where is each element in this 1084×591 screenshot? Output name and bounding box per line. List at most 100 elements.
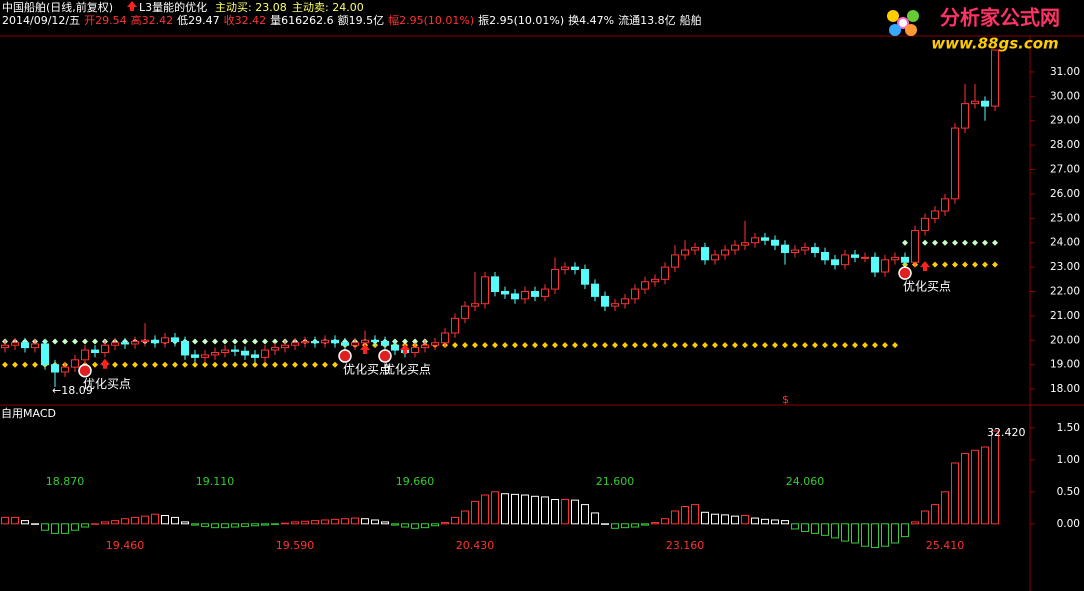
- level-dot: [722, 342, 728, 349]
- candle-body: [561, 266, 569, 271]
- macd-bar: [851, 523, 859, 544]
- candle-body: [361, 339, 369, 344]
- macd-bar: [241, 523, 249, 527]
- candle-body: [221, 349, 229, 354]
- level-dot: [942, 239, 948, 246]
- macd-bar: [821, 523, 829, 536]
- candle-body: [481, 276, 489, 305]
- price-note: 19.660: [396, 475, 435, 488]
- y-tick-label: 19.00: [1050, 359, 1080, 371]
- candle-body: [861, 256, 869, 259]
- header-text: L3量能的优化: [139, 0, 207, 14]
- level-dot: [862, 342, 868, 349]
- candle-body: [901, 256, 909, 263]
- level-dot: [222, 361, 228, 368]
- macd-bar: [21, 520, 29, 525]
- level-dot: [322, 361, 328, 368]
- candle-body: [681, 249, 689, 256]
- quote-label: 额: [338, 14, 349, 27]
- candle-body: [231, 349, 239, 352]
- level-dot: [542, 342, 548, 349]
- macd-bar: [661, 518, 669, 525]
- candle-body: [821, 251, 829, 261]
- candle-body: [301, 341, 309, 344]
- candle-body: [871, 256, 879, 273]
- macd-bar: [541, 496, 549, 525]
- level-dot: [162, 361, 168, 368]
- y-tick-label: 26.00: [1050, 188, 1080, 200]
- level-dot: [522, 342, 528, 349]
- macd-bar: [321, 519, 329, 525]
- signal-ball: [898, 266, 912, 280]
- macd-bar: [701, 511, 709, 525]
- level-dot: [652, 342, 658, 349]
- signal-label: 优化买点: [903, 280, 951, 294]
- level-dot: [822, 342, 828, 349]
- macd-bar: [691, 504, 699, 525]
- macd-bar: [291, 521, 299, 525]
- level-dot: [892, 342, 898, 349]
- y-tick-label: 1.00: [1057, 454, 1080, 466]
- candle-body: [431, 342, 439, 346]
- candle-body: [241, 350, 249, 356]
- level-dot: [772, 342, 778, 349]
- candle-body: [581, 269, 589, 285]
- annotation: ←18.09: [52, 384, 93, 397]
- level-dot: [312, 361, 318, 368]
- candle-body: [411, 347, 419, 354]
- macd-bar: [931, 504, 939, 525]
- level-dot: [262, 338, 268, 345]
- level-dot: [882, 342, 888, 349]
- level-dot: [62, 338, 68, 345]
- level-dot: [682, 342, 688, 349]
- macd-bar: [801, 523, 809, 532]
- price-note: 19.110: [196, 475, 235, 488]
- level-dot: [922, 239, 928, 246]
- candle-body: [641, 281, 649, 290]
- level-dot: [232, 338, 238, 345]
- level-dot: [702, 342, 708, 349]
- level-dot: [642, 342, 648, 349]
- level-dot: [132, 361, 138, 368]
- level-dot: [532, 342, 538, 349]
- up-arrow-icon: [127, 1, 137, 11]
- header-text: 主动买: 23.08: [215, 1, 287, 14]
- y-tick-label: 20.00: [1050, 334, 1080, 346]
- candle-body: [461, 305, 469, 319]
- level-dot: [762, 342, 768, 349]
- candle-body: [591, 283, 599, 297]
- level-dot: [32, 361, 38, 368]
- y-tick-label: 27.00: [1050, 164, 1080, 176]
- y-tick-label: 29.00: [1050, 115, 1080, 127]
- y-tick-label: 30.00: [1050, 90, 1080, 102]
- macd-bar: [361, 518, 369, 525]
- header-quote: 2014/09/12/五 开29.54 高32.42 低29.47 收32.42 量616…: [2, 13, 702, 27]
- level-dot: [562, 342, 568, 349]
- signal-label: 优化买点: [83, 377, 131, 391]
- level-dot: [402, 338, 408, 345]
- level-dot: [662, 342, 668, 349]
- level-dot: [222, 338, 228, 345]
- macd-bar: [191, 523, 199, 526]
- candle-body: [851, 254, 859, 258]
- level-dot: [812, 342, 818, 349]
- signal-arrow: [400, 344, 410, 355]
- macd-bar: [981, 446, 989, 525]
- candle-body: [51, 364, 59, 373]
- quote-value: 4.47%: [579, 14, 614, 27]
- macd-bar: [711, 513, 719, 525]
- level-dot: [972, 261, 978, 268]
- candle-body: [791, 249, 799, 253]
- y-tick-label: 22.00: [1050, 286, 1080, 298]
- y-tick-label: 24.00: [1050, 237, 1080, 249]
- price-note: 21.600: [596, 475, 635, 488]
- y-tick-label: 31.00: [1050, 66, 1080, 78]
- quote-label: 量: [270, 14, 281, 27]
- macd-bar: [901, 523, 909, 538]
- macd-bar: [101, 521, 109, 525]
- level-dot: [212, 338, 218, 345]
- macd-bar: [491, 491, 499, 525]
- candle-body: [271, 347, 279, 351]
- candle-body: [691, 247, 699, 251]
